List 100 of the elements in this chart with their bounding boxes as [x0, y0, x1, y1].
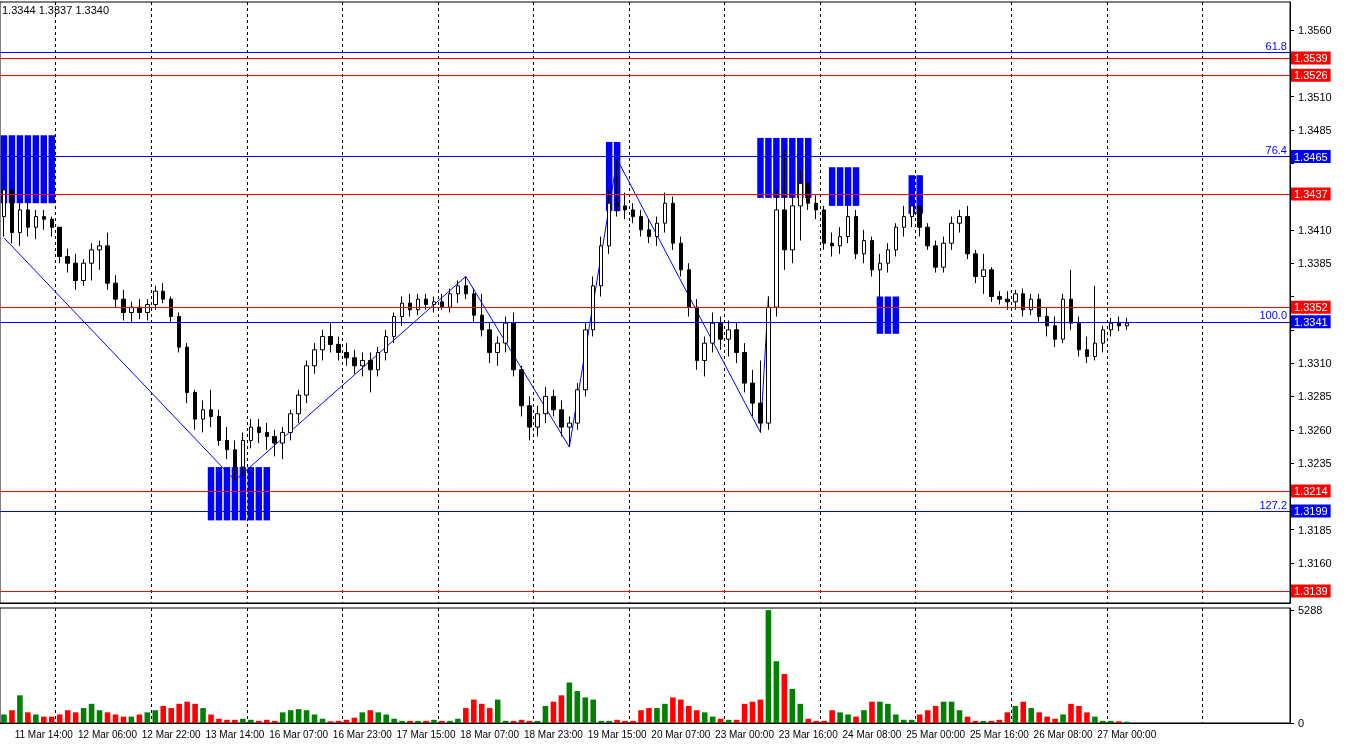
bar — [192, 703, 198, 723]
bar — [9, 710, 15, 723]
candlestick — [1029, 293, 1033, 316]
bar — [64, 710, 71, 723]
candlestick — [599, 236, 603, 297]
bar — [17, 695, 23, 723]
bar — [828, 167, 836, 206]
candlestick — [551, 389, 556, 417]
y-tick-label: 1.3410 — [1298, 223, 1332, 236]
bar — [853, 716, 859, 723]
bar — [901, 719, 907, 723]
bar — [359, 712, 366, 723]
annotation: 76.4 — [1265, 144, 1287, 157]
bar — [104, 712, 111, 723]
bar — [463, 708, 469, 723]
candlestick — [830, 232, 834, 258]
candlestick — [957, 209, 962, 234]
y-tick-label: 1.3185 — [1298, 523, 1332, 536]
candlestick — [312, 342, 317, 375]
candlestick — [687, 262, 691, 317]
bar — [72, 712, 79, 723]
candlestick — [663, 192, 667, 234]
candlestick — [583, 322, 588, 397]
candlestick — [257, 418, 261, 444]
annotation: 1.3344 1.3337 1.3340 — [2, 3, 110, 16]
bar — [263, 719, 270, 723]
candlestick — [368, 351, 373, 393]
bar — [176, 703, 182, 723]
candlestick — [758, 359, 763, 433]
candlestick — [1037, 293, 1041, 324]
candlestick — [623, 192, 627, 220]
bar — [837, 712, 843, 723]
candlestick — [519, 365, 524, 417]
candlestick — [862, 229, 866, 264]
candlestick — [296, 389, 301, 424]
candlestick — [487, 322, 492, 364]
candlestick — [193, 389, 197, 431]
bar — [829, 710, 835, 723]
candlestick — [272, 429, 277, 457]
candlestick — [1101, 325, 1105, 353]
bar — [1052, 718, 1058, 723]
candlestick — [408, 293, 412, 317]
annotation: 100.0 — [1259, 309, 1287, 322]
bar — [1020, 701, 1027, 723]
bar — [224, 719, 230, 723]
candlestick — [591, 276, 595, 337]
candlestick — [113, 274, 118, 308]
bar — [654, 708, 660, 723]
candlestick — [161, 282, 165, 304]
y-tick-label: 1.3285 — [1298, 390, 1332, 403]
bar — [574, 691, 581, 723]
y-tick-label: 0 — [1298, 717, 1305, 729]
candlestick — [201, 399, 205, 433]
y-tick-label: 1.3385 — [1298, 257, 1332, 270]
candlestick — [392, 311, 396, 344]
candlestick — [814, 194, 818, 220]
candlestick — [416, 293, 420, 316]
bar — [391, 718, 397, 723]
bar — [56, 714, 63, 723]
candlestick — [559, 399, 564, 437]
bar — [208, 714, 214, 723]
bar — [558, 695, 565, 723]
candlestick — [288, 409, 293, 441]
candlestick — [925, 222, 930, 251]
candlestick — [81, 258, 86, 287]
bar — [908, 719, 915, 723]
candlestick — [894, 222, 898, 258]
bar — [399, 720, 405, 723]
candlestick — [854, 209, 858, 260]
bar — [112, 714, 119, 723]
y-tick-label: 1.3235 — [1298, 457, 1332, 470]
bar — [471, 699, 477, 723]
candlestick — [1045, 306, 1049, 337]
candlestick — [360, 351, 365, 377]
candlestick — [42, 209, 46, 231]
bar — [478, 703, 485, 723]
candlestick — [89, 242, 94, 282]
bar — [216, 718, 222, 723]
candlestick — [448, 288, 452, 313]
ref-line-label: 1.3437 — [1294, 187, 1328, 200]
bar — [1084, 712, 1090, 723]
candlestick — [495, 335, 500, 367]
candlestick — [121, 289, 126, 321]
x-tick-label: 11 Mar 14:00 — [14, 728, 74, 740]
bar — [232, 719, 238, 723]
ref-line-label: 1.3352 — [1294, 301, 1328, 314]
candlestick — [1077, 315, 1081, 357]
bar — [614, 719, 620, 723]
candlestick — [981, 253, 986, 295]
candlestick — [1021, 288, 1025, 317]
y-tick-label: 1.3560 — [1298, 23, 1332, 36]
bar — [279, 712, 286, 723]
candlestick — [710, 311, 715, 353]
candlestick — [177, 311, 181, 353]
ref-line-label: 1.3526 — [1294, 69, 1328, 82]
bar — [646, 708, 652, 723]
annotation: 61.8 — [1265, 40, 1287, 53]
bar — [805, 718, 812, 723]
candlestick — [304, 359, 309, 404]
bar — [455, 718, 461, 723]
